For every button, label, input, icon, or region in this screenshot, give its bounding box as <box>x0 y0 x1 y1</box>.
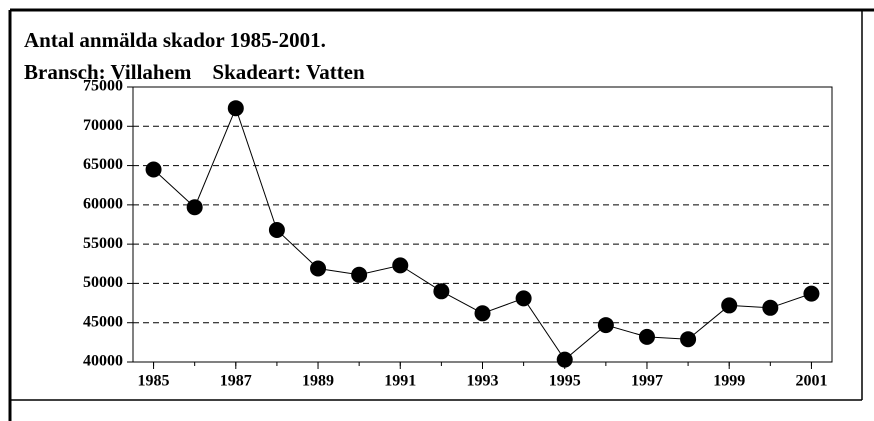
y-tick-label: 40000 <box>83 353 123 370</box>
marker <box>803 285 820 302</box>
y-tick-label: 75000 <box>83 78 123 95</box>
x-tick-label: 1985 <box>138 373 170 390</box>
y-tick-label: 60000 <box>83 196 123 213</box>
y-tick-label: 55000 <box>83 235 123 252</box>
chart-title: Antal anmälda skador 1985-2001. <box>24 28 326 52</box>
y-tick-label: 65000 <box>83 156 123 173</box>
marker <box>638 328 655 345</box>
x-tick-label: 1991 <box>384 373 416 390</box>
chart-subtitle: Bransch: Villahem Skadeart: Vatten <box>24 60 365 84</box>
y-tick-label: 70000 <box>83 117 123 134</box>
marker <box>433 283 450 300</box>
marker <box>392 257 409 274</box>
marker <box>268 222 285 238</box>
marker <box>515 290 532 307</box>
marker <box>227 100 244 117</box>
marker <box>351 266 368 283</box>
marker <box>186 199 203 216</box>
x-tick-label: 1997 <box>631 373 663 390</box>
marker <box>762 299 779 316</box>
x-tick-label: 1989 <box>302 373 334 390</box>
x-tick-label: 1995 <box>549 373 581 390</box>
marker <box>597 317 614 334</box>
x-tick-label: 2001 <box>795 373 827 390</box>
marker <box>474 305 491 322</box>
marker <box>556 351 573 368</box>
marker <box>310 260 327 277</box>
y-tick-label: 45000 <box>83 313 123 330</box>
marker <box>680 331 697 348</box>
marker <box>721 297 738 314</box>
line <box>153 106 812 361</box>
marker <box>145 161 162 178</box>
x-tick-label: 1987 <box>220 373 252 390</box>
x-tick-label: 1999 <box>713 373 745 390</box>
y-tick-label: 50000 <box>83 274 123 291</box>
x-tick-label: 1993 <box>467 373 499 390</box>
